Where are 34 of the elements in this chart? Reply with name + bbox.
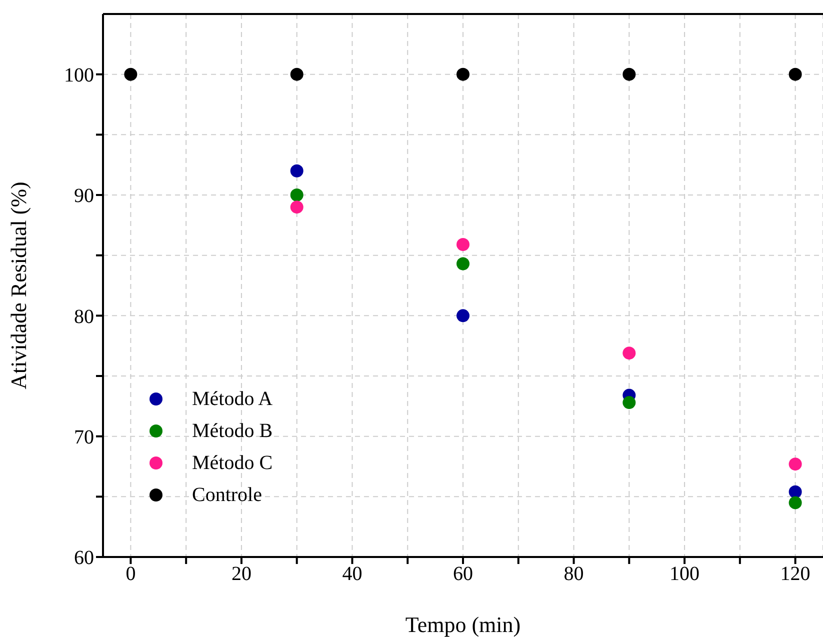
point — [788, 68, 802, 81]
point — [788, 458, 802, 471]
x-tick-label: 40 — [342, 563, 362, 586]
y-tick-label: 90 — [74, 185, 94, 208]
x-axis-title: Tempo (min) — [405, 612, 521, 637]
point — [622, 346, 636, 360]
point — [456, 257, 470, 270]
y-tick-label: 80 — [74, 306, 94, 328]
legend-label: Método B — [192, 420, 273, 442]
point — [788, 485, 802, 498]
x-tick-label: 20 — [231, 563, 252, 586]
point — [622, 68, 636, 81]
point — [290, 200, 304, 214]
point — [290, 68, 304, 81]
y-axis-title: Atividade Residual (%) — [6, 182, 31, 390]
point — [124, 68, 138, 81]
legend-label: Método C — [192, 452, 273, 474]
x-tick-label: 0 — [126, 563, 136, 586]
point — [456, 68, 470, 81]
point — [456, 309, 470, 322]
y-tick-label: 70 — [74, 426, 94, 448]
x-tick-label: 60 — [453, 563, 473, 586]
legend-label: Controle — [192, 484, 262, 506]
y-tick-label: 60 — [74, 547, 94, 570]
x-tick-label: 80 — [564, 563, 584, 586]
x-tick-label: 100 — [670, 563, 700, 586]
point — [456, 238, 470, 251]
legend-label: Método A — [192, 388, 273, 410]
point — [788, 496, 802, 510]
x-tick-label: 120 — [780, 563, 810, 586]
point — [290, 164, 304, 178]
y-tick-label: 100 — [64, 64, 94, 86]
point — [622, 396, 636, 410]
point — [290, 188, 304, 202]
